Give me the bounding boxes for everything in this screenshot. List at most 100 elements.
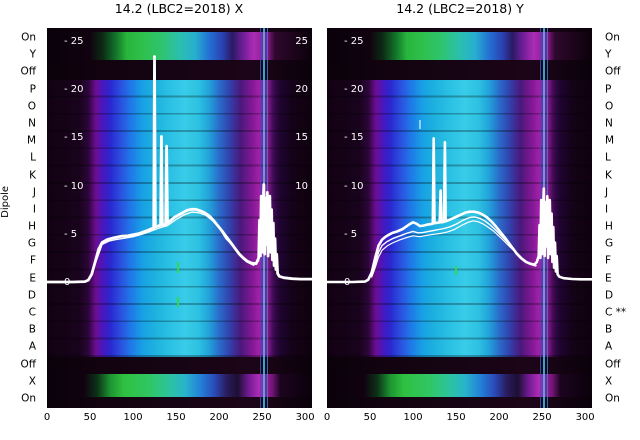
- row-label-left: Off: [20, 358, 37, 371]
- signal-y-trace3: [371, 220, 536, 278]
- row-label-right: A: [605, 340, 613, 353]
- row-label-right: Off: [605, 358, 621, 371]
- inner-ytick-left: - 20: [64, 84, 84, 96]
- panel-x-title: 14.2 (LBC2=2018) X: [114, 1, 244, 16]
- row-label-left: P: [29, 83, 36, 96]
- inner-ytick-left: - 20: [344, 84, 364, 96]
- signal-trace-svg: [327, 137, 592, 284]
- x-tick-label: 150: [446, 412, 466, 423]
- row-label-right: Off: [605, 65, 621, 78]
- row-label-left: On: [21, 31, 36, 44]
- heatmap-strip-dark: [327, 28, 592, 32]
- row-label-right: P: [605, 83, 612, 96]
- signal-x-band: [94, 211, 260, 266]
- heatmap-strip-y: [47, 32, 312, 60]
- x-tick-label: 0: [43, 412, 51, 423]
- x-tick-label: 250: [532, 412, 552, 423]
- row-label-left: B: [28, 323, 36, 336]
- row-label-left: F: [29, 254, 36, 267]
- heatmap-strip-dark: [327, 357, 592, 374]
- row-label-right: F: [605, 254, 612, 267]
- row-label-left: G: [27, 237, 36, 250]
- row-label-left: M: [26, 134, 36, 147]
- heatmap-strip-y: [327, 32, 592, 60]
- heatmap-panel-x: - 25 - 20 - 15 - 10 - 5 0 25 20 15 10: [47, 28, 312, 408]
- signal-y-main: [327, 137, 592, 284]
- x-tick-label: 50: [83, 412, 97, 423]
- x-tick-label: 250: [252, 412, 272, 423]
- row-label-left: O: [27, 100, 36, 113]
- row-label-right: I: [605, 203, 609, 216]
- x-tick-label: 50: [363, 412, 377, 423]
- row-label-left: K: [29, 169, 36, 182]
- heatmap-strip-dark: [47, 28, 312, 32]
- row-label-left: E: [29, 272, 36, 285]
- row-label-left: C: [28, 306, 36, 319]
- inner-ytick-left: - 10: [64, 180, 84, 192]
- row-label-right: G: [605, 237, 614, 250]
- row-label-right: B: [605, 323, 613, 336]
- inner-ytick-left: - 25: [344, 36, 364, 47]
- row-label-right: D: [605, 289, 614, 302]
- row-label-left: J: [32, 186, 36, 199]
- row-label-left: I: [32, 203, 36, 216]
- row-label-left: Y: [29, 48, 36, 61]
- inner-ytick-left: 0: [344, 277, 351, 288]
- row-label-right: On: [605, 392, 620, 405]
- x-tick-label: 300: [295, 412, 315, 423]
- inner-ytick-left: - 25: [64, 36, 84, 47]
- row-label-right: O: [605, 100, 614, 113]
- row-label-right: J: [605, 186, 609, 199]
- x-tick-label: 300: [575, 412, 595, 423]
- row-label-right: M: [605, 134, 615, 147]
- panel-y-title: 14.2 (LBC2=2018) Y: [396, 1, 524, 16]
- heatmap-panel-y: - 25 - 20 - 15 - 10 - 5 0: [327, 28, 592, 408]
- row-label-right: H: [605, 220, 613, 233]
- heatmap-strip-dark: [327, 397, 592, 408]
- x-tick-label: 0: [323, 412, 331, 423]
- heatmap-speck: [455, 265, 458, 276]
- inner-ytick-right: 15: [295, 132, 308, 144]
- signal-x-main: [47, 55, 312, 284]
- heatmap-strip-dark: [47, 397, 312, 408]
- x-tick-label: 150: [166, 412, 186, 423]
- row-label-right: E: [605, 272, 612, 285]
- inner-ytick-left: 0: [64, 277, 71, 288]
- inner-ytick-right: 10: [295, 180, 308, 192]
- row-label-left: D: [27, 289, 36, 302]
- inner-ytick-left: - 10: [344, 180, 364, 192]
- inner-ytick-left: - 5: [64, 228, 78, 240]
- heatmap-speck: [176, 261, 179, 274]
- row-label-left: H: [28, 220, 36, 233]
- heatmap-strip-x: [47, 374, 312, 397]
- heatmap-speck: [418, 120, 421, 129]
- row-label-left: On: [21, 392, 36, 405]
- heatmap-strip-dark: [47, 60, 312, 80]
- row-label-left: N: [28, 117, 36, 130]
- heatmap-strip-dark: [47, 357, 312, 374]
- x-tick-label: 100: [403, 412, 423, 423]
- row-label-left: X: [28, 375, 36, 388]
- row-label-left: A: [28, 340, 36, 353]
- heatmap-strip-x: [327, 374, 592, 397]
- row-label-left: Off: [20, 65, 37, 78]
- inner-ytick-right: 25: [295, 36, 308, 47]
- row-label-right: Y: [605, 48, 612, 61]
- row-label-right: K: [605, 169, 612, 182]
- inner-ytick-right: 20: [295, 84, 308, 96]
- row-label-left: L: [30, 151, 36, 164]
- row-label-right: N: [605, 117, 613, 130]
- x-tick-label: 100: [123, 412, 143, 423]
- signal-y-trace2: [371, 216, 537, 276]
- inner-ytick-left: - 5: [344, 228, 358, 240]
- x-tick-label: 200: [489, 412, 509, 423]
- row-label-right: On: [605, 31, 620, 44]
- inner-ytick-left: - 15: [344, 132, 364, 144]
- row-label-right: C **: [605, 306, 627, 319]
- row-label-right: L: [605, 151, 611, 164]
- x-tick-label: 200: [209, 412, 229, 423]
- signal-trace-svg: [47, 55, 312, 284]
- row-label-right: X: [605, 375, 613, 388]
- heatmap-speck: [176, 297, 179, 308]
